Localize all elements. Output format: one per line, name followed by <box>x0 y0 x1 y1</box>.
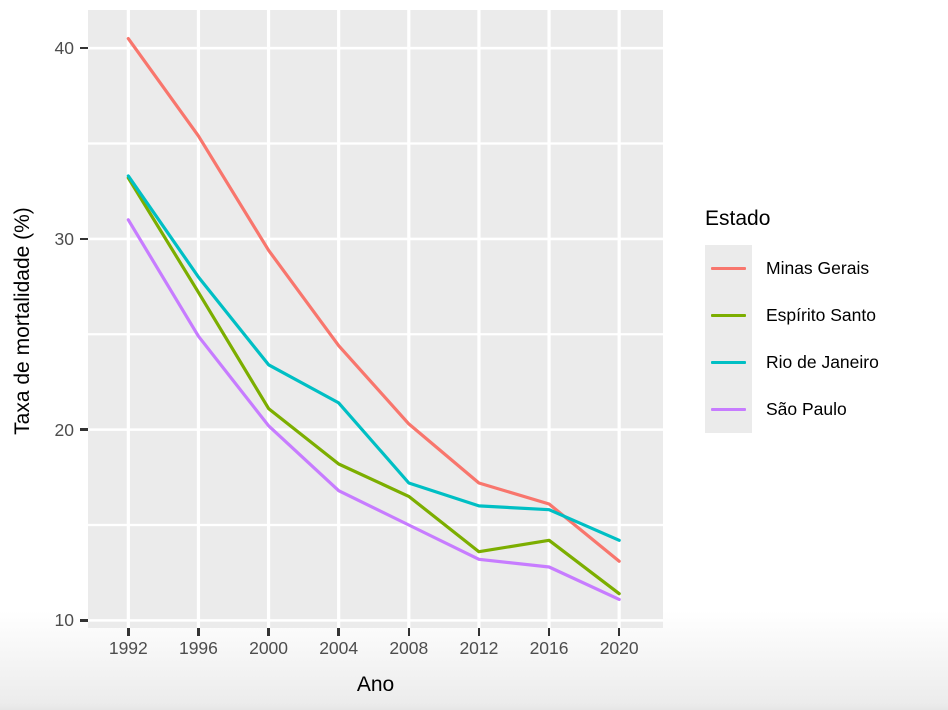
legend-item-são-paulo: São Paulo <box>705 386 935 433</box>
legend-label: Rio de Janeiro <box>766 352 879 372</box>
legend-item-rio-de-janeiro: Rio de Janeiro <box>705 339 935 386</box>
legend-key-line <box>711 408 746 412</box>
legend-key-line <box>711 361 746 365</box>
y-tick-mark <box>80 237 88 241</box>
x-tick-mark <box>197 628 200 636</box>
x-tick-mark <box>617 628 621 636</box>
x-axis-title: Ano <box>356 673 395 696</box>
x-tick-mark <box>547 628 551 636</box>
series-line-espírito-santo <box>126 176 621 596</box>
y-tick-mark <box>80 619 88 622</box>
series-line-são-paulo <box>126 218 621 602</box>
y-tick-label: 40 <box>54 38 74 59</box>
plot-panel <box>88 10 663 628</box>
x-tick-mark <box>267 628 270 636</box>
legend-label: São Paulo <box>766 399 847 419</box>
x-tick-label: 1992 <box>108 638 148 658</box>
legend: Estado Minas Gerais Espírito Santo Rio de … <box>705 207 935 433</box>
legend-label: Espírito Santo <box>766 305 876 325</box>
y-tick-label: 10 <box>54 610 74 631</box>
y-tick-mark <box>80 428 88 431</box>
y-tick-mark <box>80 46 88 50</box>
x-tick-label: 2000 <box>249 638 289 658</box>
legend-key-swatch <box>705 292 752 339</box>
x-tick-label: 1996 <box>178 638 218 658</box>
legend-key-swatch <box>705 339 752 386</box>
x-tick-mark <box>477 628 481 636</box>
legend-key-swatch <box>705 386 752 433</box>
x-tick-label: 2008 <box>389 638 429 658</box>
x-tick-label: 2004 <box>319 638 359 658</box>
legend-item-minas-gerais: Minas Gerais <box>705 245 935 292</box>
y-tick-label: 30 <box>54 228 74 249</box>
legend-title: Estado <box>705 207 771 230</box>
legend-key-line <box>711 314 746 318</box>
legend-label: Minas Gerais <box>766 258 870 278</box>
legend-key-line <box>711 267 746 271</box>
x-tick-label: 2012 <box>459 638 499 658</box>
x-tick-mark <box>407 628 410 636</box>
chart-canvas <box>88 10 663 628</box>
series-line-minas-gerais <box>126 37 621 563</box>
x-tick-label: 2020 <box>599 638 639 658</box>
x-tick-mark <box>337 628 340 636</box>
y-tick-label: 20 <box>54 419 74 440</box>
x-tick-mark <box>127 628 130 636</box>
legend-key-swatch <box>705 245 752 292</box>
legend-item-espírito-santo: Espírito Santo <box>705 292 935 339</box>
series-line-rio-de-janeiro <box>126 174 621 542</box>
legend-items: Minas Gerais Espírito Santo Rio de Janeiro… <box>705 245 935 433</box>
x-tick-label: 2016 <box>529 638 569 658</box>
